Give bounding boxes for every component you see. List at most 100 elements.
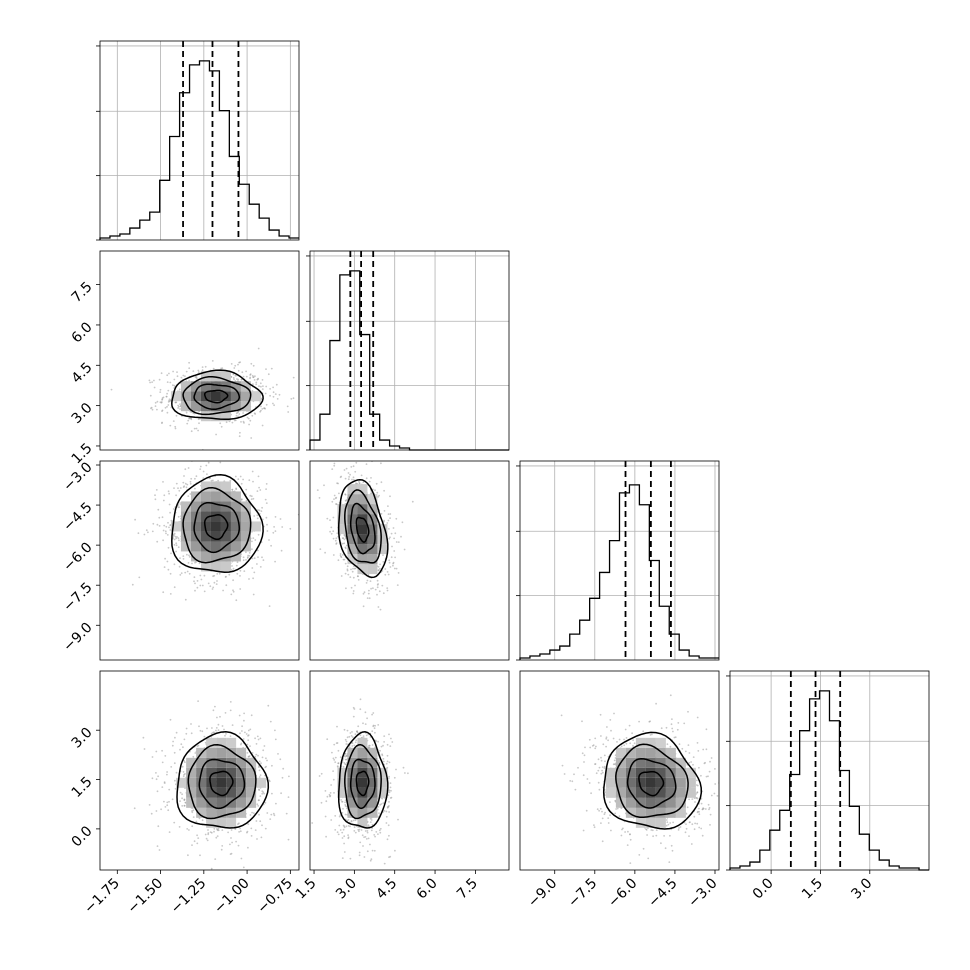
sample-point [337,482,339,485]
sample-point [258,813,260,816]
sample-point [330,526,333,529]
sample-point [254,375,256,378]
density-cell [226,817,237,828]
sample-point [372,587,374,590]
sample-point [371,744,374,746]
sample-point [400,535,402,538]
sample-point [152,522,155,525]
sample-point [387,794,390,796]
sample-point [155,778,158,781]
sample-point [615,808,617,810]
sample-point [261,506,263,509]
sample-point [334,539,337,542]
sample-point [253,571,256,574]
sample-point [272,812,275,815]
sample-point [239,732,241,735]
sample-point [363,836,365,838]
sample-point [196,745,199,747]
sample-point [316,489,319,491]
sample-point [194,561,196,564]
sample-point [162,499,165,502]
sample-point [150,812,153,815]
sample-point [329,519,331,521]
sample-point [338,815,341,818]
density-cell [206,757,217,768]
sample-point [342,824,345,827]
sample-point [266,812,269,814]
density-cell [357,524,368,535]
sample-point [388,559,391,562]
sample-point [199,854,201,857]
sample-point [246,743,249,746]
sample-point [192,809,195,812]
sample-point [377,583,379,585]
density-cell [357,494,368,505]
sample-point [224,712,227,714]
sample-point [196,580,199,582]
sample-point [344,758,347,761]
sample-point [154,405,157,407]
sample-point [620,834,623,837]
density-content [316,461,414,611]
density-cell [337,504,348,515]
sample-point [270,544,272,547]
sample-point [188,556,191,558]
sample-point [247,878,249,880]
sample-point [225,733,227,735]
sample-point [167,809,170,812]
sample-point [386,571,389,573]
sample-point [362,722,364,725]
sample-point [374,489,376,492]
sample-point [388,775,390,778]
sample-point [167,568,170,571]
sample-point [239,588,242,590]
sample-point [372,725,375,728]
sample-point [252,364,255,367]
sample-point [385,822,388,824]
axes-frame [309,250,510,451]
sample-point [156,790,159,793]
sample-point [364,723,367,725]
sample-point [166,801,169,804]
density-cell [190,401,201,412]
sample-point [251,548,253,551]
sample-point [256,514,259,517]
contour-0 [209,770,234,797]
sample-point [387,505,389,507]
sample-point [213,830,215,833]
density-cell [347,777,358,788]
sample-point [156,540,159,543]
sample-point [325,835,327,838]
density-cell [357,807,368,818]
sample-point [319,548,322,550]
sample-point [239,575,241,577]
sample-point [263,745,266,747]
density-cell [210,391,221,402]
density-cell [210,561,221,572]
sample-point [260,836,263,839]
sample-point [259,382,262,385]
sample-point [377,806,380,808]
sample-point [249,419,252,422]
sample-point [332,778,335,781]
sample-point [671,727,674,730]
sample-point [261,379,264,381]
sample-point [345,754,348,757]
sample-point [342,807,344,810]
sample-point [346,736,349,739]
sample-point [278,393,281,396]
sample-point [180,376,183,379]
sample-point [178,388,181,391]
density-cell [190,381,201,392]
sample-point [182,374,185,377]
sample-point [343,835,346,838]
sample-point [387,573,390,576]
density-cell [226,797,237,808]
sample-point [175,482,178,485]
sample-point [199,465,202,468]
sample-point [191,811,194,814]
density-cell [200,511,211,522]
sample-point [613,759,616,762]
sample-point [367,825,370,828]
sample-point [204,365,207,368]
